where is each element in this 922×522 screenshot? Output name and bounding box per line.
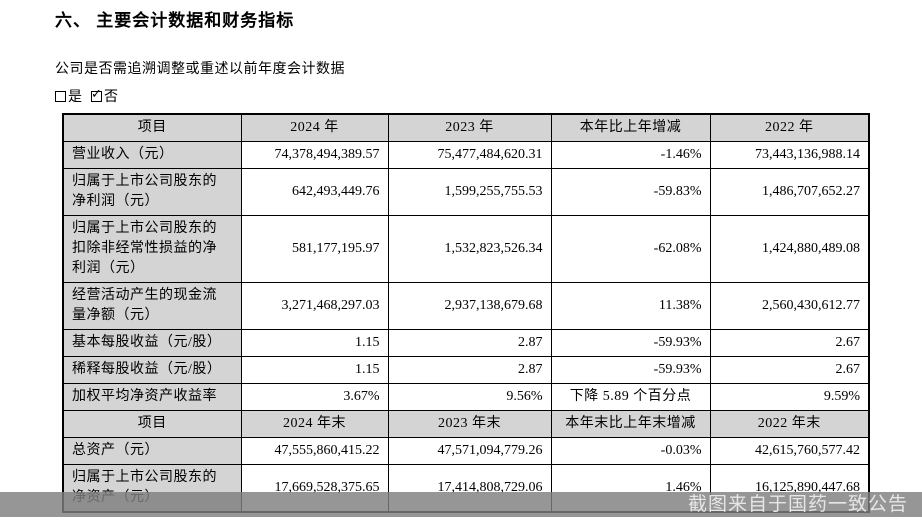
cell-value: 3.67%: [240, 383, 389, 411]
cell-value: -59.93%: [550, 329, 711, 357]
cell-value: -1.46%: [550, 141, 711, 169]
cell-value: 1.15: [240, 356, 389, 384]
cell-value: 2.87: [387, 356, 552, 384]
checkbox-yes[interactable]: ✓ 是: [55, 86, 82, 106]
table-row: 归属于上市公司股东的 净利润（元） 642,493,449.76 1,599,255…: [62, 168, 870, 216]
row-label: 归属于上市公司股东的 净利润（元）: [62, 168, 242, 216]
table-row: 加权平均净资产收益率 3.67% 9.56% 下降 5.89 个百分点 9.59%: [62, 383, 870, 411]
cell-value: 47,571,094,779.26: [387, 437, 552, 465]
financial-indicators-table: 项目 2024 年 2023 年本年比上年增减 2022 年营业收入（元） 74,378…: [62, 113, 870, 513]
watermark-band: 截图来自于国药一致公告: [0, 492, 922, 517]
row-label: 总资产（元）: [62, 437, 242, 465]
watermark-text: 截图来自于国药一致公告: [687, 494, 908, 515]
cell-value: -62.08%: [550, 215, 711, 283]
column-header: 2022 年末: [709, 410, 870, 438]
checkbox-yes-label: 是: [68, 90, 82, 105]
cell-value: 2.87: [387, 329, 552, 357]
cell-value: 642,493,449.76: [240, 168, 389, 216]
cell-value: 2.67: [709, 356, 870, 384]
column-header: 2022 年: [709, 113, 870, 142]
cell-value: 47,555,860,415.22: [240, 437, 389, 465]
table-row: 营业收入（元） 74,378,494,389.57 75,477,484,620.3…: [62, 141, 870, 169]
cell-value: 1,486,707,652.27: [709, 168, 870, 216]
table-row: 总资产（元） 47,555,860,415.22 47,571,094,779.26…: [62, 437, 870, 465]
checkbox-no[interactable]: ✓ 否: [91, 86, 118, 106]
cell-value: 73,443,136,988.14: [709, 141, 870, 169]
column-header: 2023 年: [387, 113, 552, 142]
column-header: 2024 年: [240, 113, 389, 142]
cell-value: 42,615,760,577.42: [709, 437, 870, 465]
checked-checkbox-icon[interactable]: ✓: [91, 86, 102, 102]
cell-value: 11.38%: [550, 282, 711, 330]
unchecked-checkbox-icon[interactable]: ✓: [55, 90, 66, 102]
cell-value: 下降 5.89 个百分点: [550, 383, 711, 411]
financial-indicators-table-wrap: 项目 2024 年 2023 年本年比上年增减 2022 年营业收入（元） 74,378…: [62, 113, 870, 513]
table-row: 稀释每股收益（元/股） 1.15 2.87 -59.93% 2.67: [62, 356, 870, 384]
cell-value: -59.93%: [550, 356, 711, 384]
cell-value: 581,177,195.97: [240, 215, 389, 283]
row-label: 加权平均净资产收益率: [62, 383, 242, 411]
cell-value: 9.59%: [709, 383, 870, 411]
cell-value: 1,599,255,755.53: [387, 168, 552, 216]
table-row: 经营活动产生的现金流 量净额（元） 3,271,468,297.03 2,937,1…: [62, 282, 870, 330]
cell-value: 1,532,823,526.34: [387, 215, 552, 283]
cell-value: 1.15: [240, 329, 389, 357]
row-label: 经营活动产生的现金流 量净额（元）: [62, 282, 242, 330]
cell-value: -59.83%: [550, 168, 711, 216]
row-label: 稀释每股收益（元/股）: [62, 356, 242, 384]
column-header: 本年比上年增减: [550, 113, 711, 142]
table-header-row: 项目 2024 年 2023 年本年比上年增减 2022 年: [62, 113, 870, 142]
column-header: 本年末比上年末增减: [550, 410, 711, 438]
cell-value: 9.56%: [387, 383, 552, 411]
cell-value: 75,477,484,620.31: [387, 141, 552, 169]
page-title: 六、 主要会计数据和财务指标: [55, 11, 295, 30]
financial-table-body: 项目 2024 年 2023 年本年比上年增减 2022 年营业收入（元） 74,378…: [62, 113, 870, 513]
row-label: 基本每股收益（元/股）: [62, 329, 242, 357]
restatement-options: ✓ 是 ✓ 否: [55, 86, 118, 106]
column-header: 2023 年末: [387, 410, 552, 438]
column-header: 2024 年末: [240, 410, 389, 438]
restatement-question-text: 公司是否需追溯调整或重述以前年度会计数据: [55, 62, 345, 77]
table-row: 基本每股收益（元/股） 1.15 2.87 -59.93% 2.67: [62, 329, 870, 357]
cell-value: -0.03%: [550, 437, 711, 465]
column-header: 项目: [62, 113, 242, 142]
cell-value: 2.67: [709, 329, 870, 357]
row-label: 归属于上市公司股东的 扣除非经常性损益的净 利润（元）: [62, 215, 242, 283]
table-row: 归属于上市公司股东的 扣除非经常性损益的净 利润（元） 581,177,195.9…: [62, 215, 870, 283]
cell-value: 2,937,138,679.68: [387, 282, 552, 330]
checkbox-no-label: 否: [104, 90, 118, 105]
cell-value: 3,271,468,297.03: [240, 282, 389, 330]
check-icon: ✓: [91, 86, 102, 102]
cell-value: 2,560,430,612.77: [709, 282, 870, 330]
cell-value: 1,424,880,489.08: [709, 215, 870, 283]
row-label: 营业收入（元）: [62, 141, 242, 169]
column-header: 项目: [62, 410, 242, 438]
table-header-row: 项目 2024 年末 2023 年末 本年末比上年末增减 2022 年末: [62, 410, 870, 438]
cell-value: 74,378,494,389.57: [240, 141, 389, 169]
